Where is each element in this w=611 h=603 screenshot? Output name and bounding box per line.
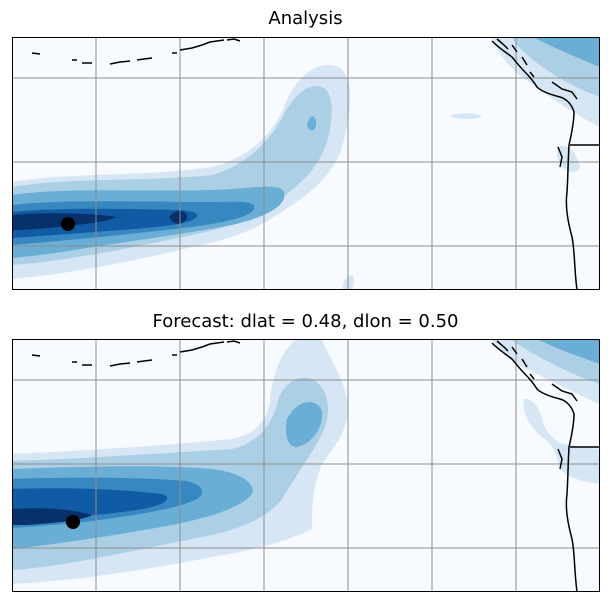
- graticule: [12, 37, 600, 290]
- coastline: [31, 38, 600, 290]
- graticule: [12, 339, 600, 592]
- map-frame: [12, 339, 600, 592]
- analysis-title: Analysis: [268, 8, 343, 29]
- coastline: [31, 340, 600, 592]
- forecast-title: Forecast: dlat = 0.48, dlon = 0.50: [152, 311, 459, 332]
- analysis-map: [12, 37, 600, 290]
- moisture-contours: [12, 37, 600, 290]
- storm-center-marker: [66, 515, 80, 529]
- map-frame: [12, 37, 600, 290]
- forecast-map: [12, 339, 600, 592]
- storm-center-marker: [61, 217, 75, 231]
